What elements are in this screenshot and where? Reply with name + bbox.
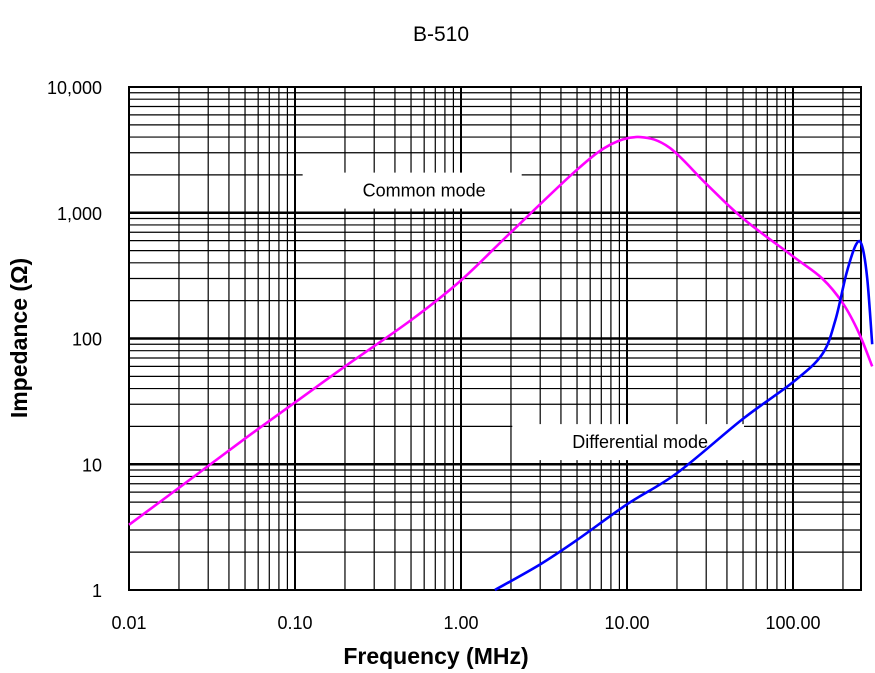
y-axis-label: Impedance (Ω) (6, 258, 32, 418)
annotation-text: Differential mode (572, 432, 708, 452)
y-tick-labels: 1 10 100 1,000 10,000 (47, 78, 102, 601)
x-axis-label: Frequency (MHz) (343, 643, 528, 669)
x-tick-label: 0.10 (277, 613, 312, 633)
series-lines (128, 135, 874, 592)
annotation-box (302, 172, 522, 209)
y-tick-label: 1,000 (57, 204, 102, 224)
x-tick-label: 100.00 (765, 613, 820, 633)
x-tick-label: 0.01 (111, 613, 146, 633)
x-tick-label: 10.00 (604, 613, 649, 633)
x-tick-labels: 0.01 0.10 1.00 10.00 100.00 (111, 613, 820, 633)
common-mode-curve (128, 135, 874, 526)
chart-title: B-510 (413, 23, 469, 46)
annotation-box (512, 424, 745, 461)
grid (129, 87, 861, 590)
y-tick-label: 100 (72, 330, 102, 350)
y-tick-label: 1 (92, 581, 102, 601)
annotations: Common mode Differential mode (302, 172, 745, 461)
annotation-label: Common mode (302, 172, 522, 209)
y-tick-label: 10,000 (47, 78, 102, 98)
annotation-label: Differential mode (512, 424, 745, 461)
differential-mode-curve (494, 239, 874, 592)
annotation-text: Common mode (363, 181, 486, 201)
y-tick-label: 10 (82, 455, 102, 475)
x-tick-label: 1.00 (443, 613, 478, 633)
